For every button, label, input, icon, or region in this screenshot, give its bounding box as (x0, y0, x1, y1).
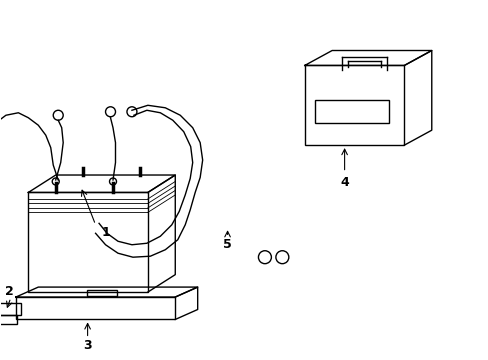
Bar (87, 289, 117, 296)
Text: 5: 5 (223, 238, 231, 251)
Bar (304, 66, 404, 145)
Bar (28, 193, 147, 292)
Bar (0, 315, 18, 324)
Bar (0, 303, 21, 315)
Text: 2: 2 (5, 284, 14, 298)
Text: 3: 3 (83, 339, 92, 352)
Bar (16, 297, 175, 319)
Text: 4: 4 (340, 176, 348, 189)
Text: 1: 1 (101, 226, 110, 239)
Bar (314, 100, 388, 123)
